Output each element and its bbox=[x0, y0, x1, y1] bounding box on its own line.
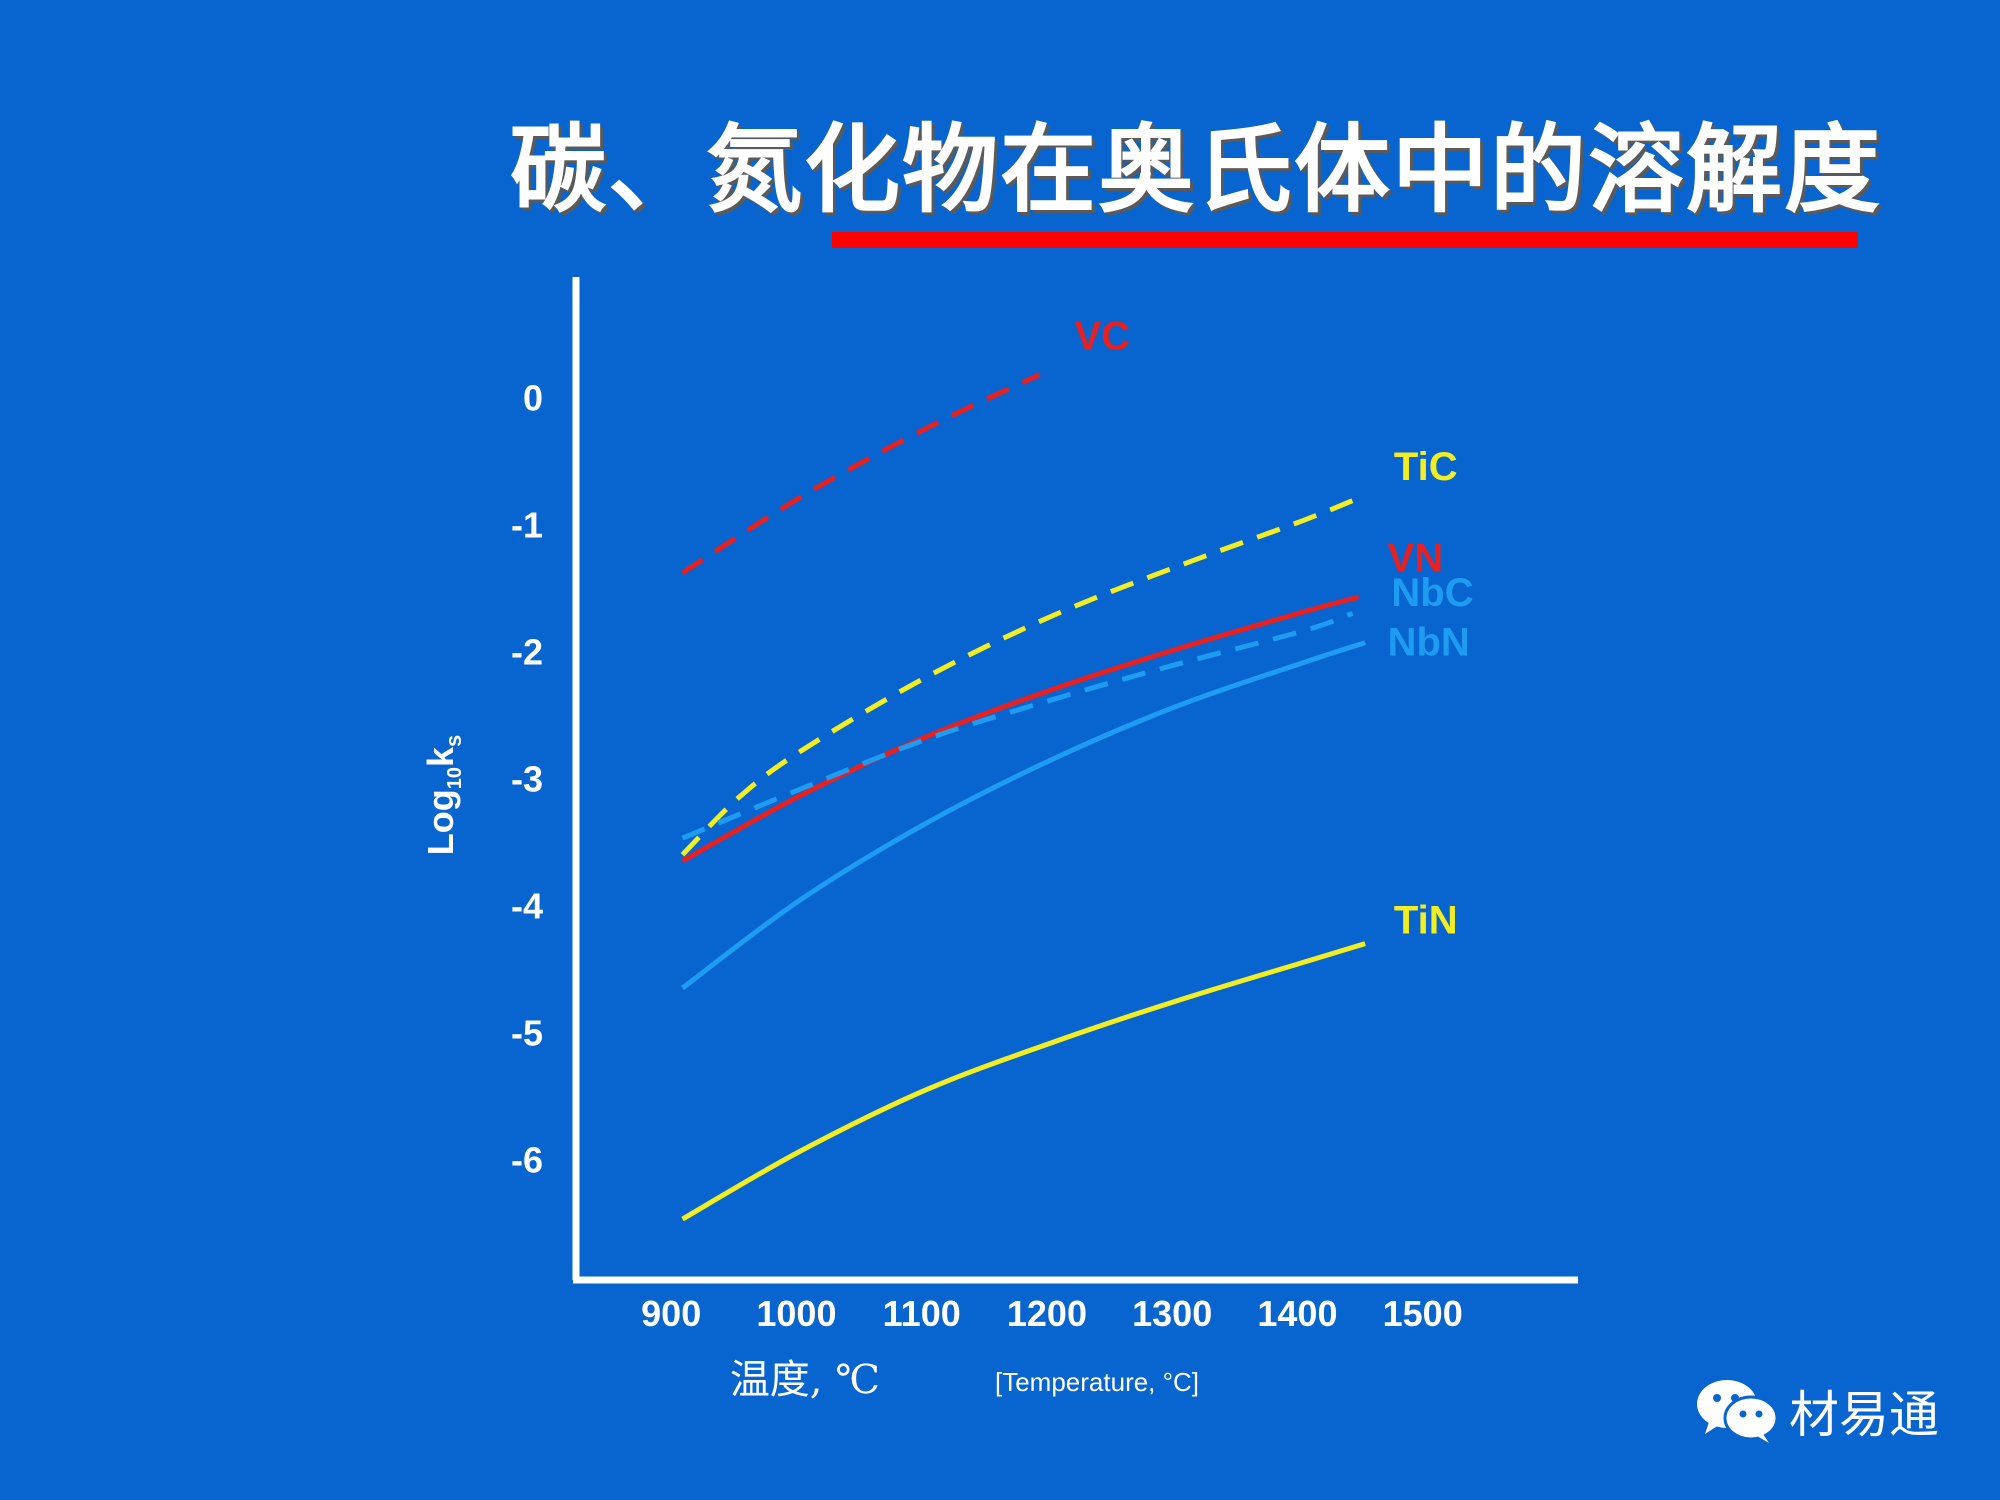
y-tick-label: -1 bbox=[511, 505, 543, 546]
x-tick-label: 1300 bbox=[1132, 1293, 1212, 1334]
series-line-vc bbox=[681, 372, 1041, 575]
watermark: 材易通 bbox=[1695, 1375, 1939, 1447]
x-tick-label: 1400 bbox=[1257, 1293, 1337, 1334]
x-tick-label: 900 bbox=[641, 1293, 701, 1334]
series-line-tic bbox=[680, 493, 1367, 857]
watermark-text: 材易通 bbox=[1789, 1386, 1939, 1444]
series-label-tin: TiN bbox=[1394, 898, 1458, 942]
series-label-nbn: NbN bbox=[1388, 620, 1470, 664]
y-tick-label: -3 bbox=[511, 759, 543, 800]
x-tick-label: 1200 bbox=[1007, 1293, 1087, 1334]
series-label-vc: VC bbox=[1074, 314, 1130, 358]
y-tick-label: -6 bbox=[511, 1139, 543, 1180]
series-line-vn bbox=[681, 594, 1360, 864]
y-tick-label: 0 bbox=[523, 378, 543, 419]
series-label-vn: VN bbox=[1388, 537, 1444, 581]
slide-title: 碳、氮化物在奥氏体中的溶解度 bbox=[510, 113, 1882, 226]
x-tick-label: 1500 bbox=[1383, 1293, 1463, 1334]
y-tick-label: -4 bbox=[511, 885, 543, 926]
title-underline bbox=[832, 232, 1858, 248]
y-axis-label: Log10ks bbox=[420, 735, 466, 856]
series-label-tic: TiC bbox=[1394, 445, 1458, 489]
y-tick-label: -2 bbox=[511, 632, 543, 673]
x-axis-label: 温度, ℃ bbox=[730, 1357, 880, 1403]
x-tick-label: 1100 bbox=[883, 1293, 961, 1334]
wechat-icon bbox=[1697, 1380, 1779, 1443]
series-line-nbn bbox=[681, 640, 1366, 991]
x-tick-label: 1000 bbox=[756, 1293, 836, 1334]
series-line-nbc bbox=[681, 611, 1354, 841]
series-label-nbc: NbC bbox=[1391, 571, 1473, 615]
y-tick-label: -5 bbox=[511, 1012, 543, 1053]
x-axis-sublabel: [Temperature, °C] bbox=[995, 1367, 1199, 1397]
series-line-tin bbox=[681, 941, 1366, 1222]
